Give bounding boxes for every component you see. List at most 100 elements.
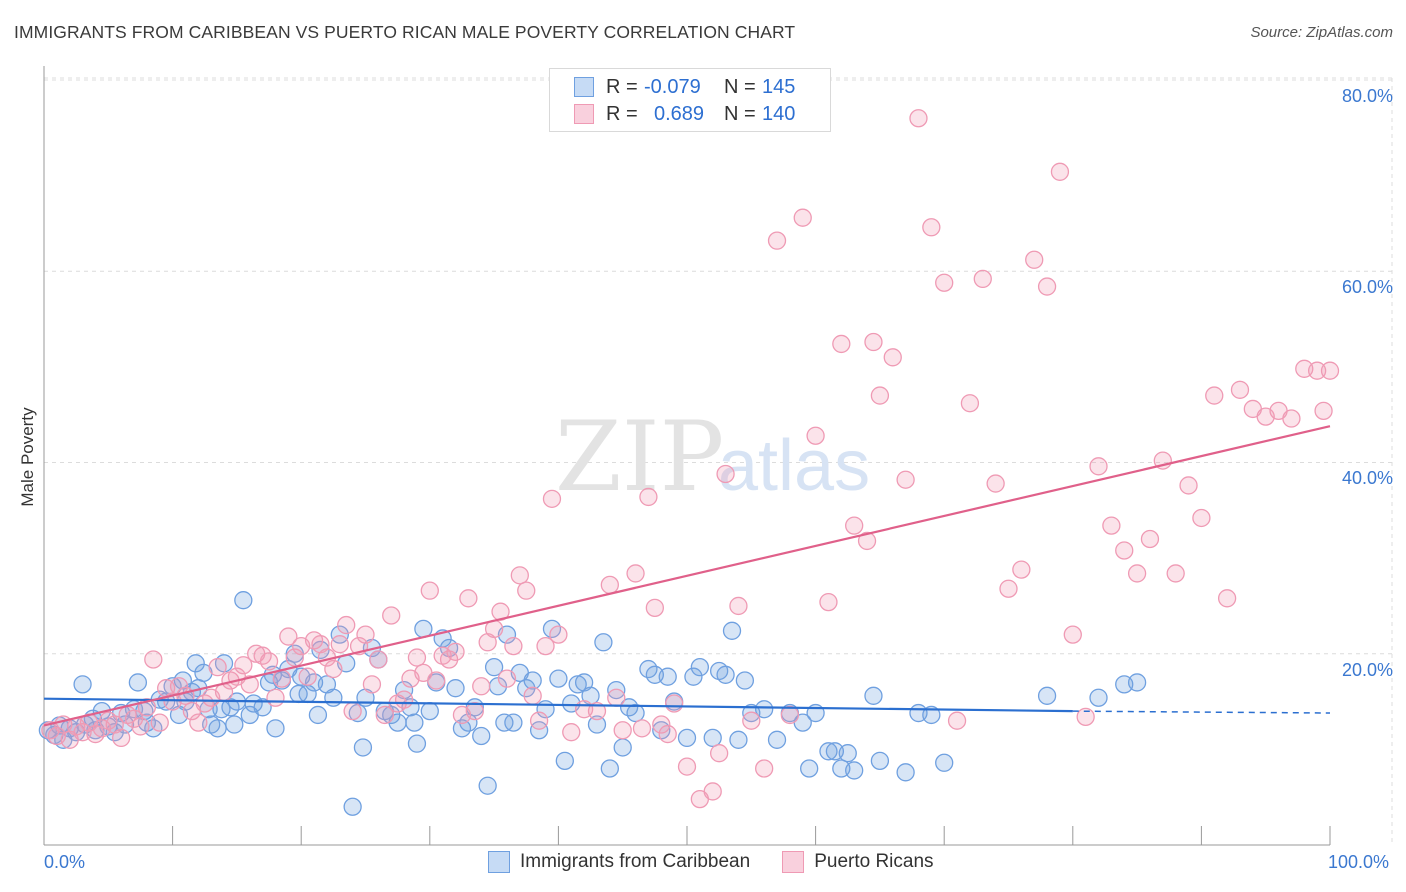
data-point-puerto-rican (189, 713, 208, 732)
data-point-caribbean (446, 679, 465, 698)
data-point-puerto-rican (446, 642, 465, 661)
data-point-caribbean (870, 751, 890, 770)
data-point-puerto-rican (523, 686, 542, 705)
data-point-puerto-rican (131, 717, 150, 736)
data-point-puerto-rican (1217, 589, 1237, 608)
data-point-caribbean (420, 701, 439, 721)
legend-swatch-pink (782, 851, 805, 873)
data-point-puerto-rican (1089, 457, 1108, 476)
data-point-caribbean (1037, 686, 1057, 705)
data-point-puerto-rican (176, 686, 195, 705)
data-point-caribbean (407, 734, 427, 753)
data-point-puerto-rican (407, 648, 427, 667)
data-point-puerto-rican (832, 334, 851, 354)
data-point-puerto-rican (600, 575, 619, 595)
data-point-puerto-rican (909, 109, 928, 128)
data-point-caribbean (767, 730, 787, 749)
data-point-puerto-rican (632, 719, 652, 738)
data-point-caribbean (266, 719, 285, 738)
legend-n-value: 140 (762, 102, 796, 125)
data-point-puerto-rican (240, 675, 259, 694)
legend-row-caribbean: R = -0.079 N = 145 (574, 74, 795, 100)
data-point-puerto-rican (259, 652, 279, 671)
data-point-puerto-rican (150, 713, 169, 732)
data-point-caribbean (324, 688, 343, 707)
data-point-puerto-rican (767, 231, 787, 250)
data-point-puerto-rican (517, 581, 536, 600)
data-point-puerto-rican (1205, 386, 1224, 405)
data-point-puerto-rican (626, 564, 645, 583)
data-point-puerto-rican (272, 669, 292, 688)
data-point-puerto-rican (427, 671, 446, 690)
data-point-puerto-rican (112, 728, 131, 748)
data-point-puerto-rican (536, 636, 555, 656)
data-point-puerto-rican (935, 273, 954, 292)
data-point-puerto-rican (947, 711, 967, 730)
data-point-puerto-rican (806, 426, 825, 445)
y-tick-label-40: 40.0% (1341, 468, 1393, 488)
data-point-puerto-rican (960, 394, 980, 413)
data-point-caribbean (658, 667, 677, 686)
legend-swatch-pink (574, 104, 594, 124)
data-point-caribbean (716, 665, 735, 684)
data-point-puerto-rican (973, 269, 992, 289)
data-point-puerto-rican (497, 669, 517, 688)
legend-row-puerto-rican: R = 0.689 N = 140 (574, 101, 795, 127)
data-point-puerto-rican (1320, 361, 1340, 380)
data-point-caribbean (896, 763, 915, 782)
data-point-caribbean (73, 675, 92, 694)
correlation-legend: R = -0.079 N = 145 R = 0.689 N = 140 (549, 68, 831, 132)
data-point-caribbean (684, 667, 703, 686)
data-point-caribbean (600, 759, 619, 778)
data-point-caribbean (555, 751, 574, 770)
data-point-caribbean (677, 728, 697, 748)
chart-title: IMMIGRANTS FROM CARIBBEAN VS PUERTO RICA… (14, 22, 796, 42)
data-point-caribbean (607, 680, 626, 700)
data-point-puerto-rican (279, 627, 298, 646)
data-point-puerto-rican (742, 711, 761, 730)
data-point-puerto-rican (208, 657, 227, 677)
data-point-caribbean (225, 715, 244, 734)
trend-line-caribbean-extension (1072, 710, 1331, 714)
y-tick-label-80: 80.0% (1341, 86, 1393, 106)
data-point-puerto-rican (755, 759, 774, 778)
legend-n-value: 145 (762, 75, 796, 98)
data-point-puerto-rican (343, 701, 362, 721)
data-point-puerto-rican (382, 606, 401, 625)
data-point-caribbean (864, 686, 883, 705)
data-point-puerto-rican (420, 581, 439, 600)
data-point-caribbean (729, 730, 748, 749)
data-point-puerto-rican (337, 615, 356, 635)
data-point-puerto-rican (677, 757, 697, 776)
legend-r-value: 0.689 (654, 102, 705, 125)
data-point-caribbean (244, 694, 263, 713)
data-point-puerto-rican (658, 724, 677, 744)
data-point-caribbean (330, 625, 349, 644)
data-point-puerto-rican (607, 688, 626, 707)
data-point-puerto-rican (330, 635, 349, 654)
data-point-puerto-rican (780, 705, 800, 725)
data-point-puerto-rican (510, 566, 529, 585)
data-point-puerto-rican (1230, 380, 1250, 399)
legend-swatch-blue (488, 851, 510, 873)
data-point-puerto-rican (1282, 409, 1301, 428)
data-point-caribbean (234, 591, 253, 610)
data-point-caribbean (1089, 688, 1108, 707)
data-point-puerto-rican (896, 470, 915, 489)
data-point-puerto-rican (562, 723, 581, 742)
data-point-puerto-rican (542, 489, 562, 508)
data-point-puerto-rican (356, 625, 375, 644)
data-point-caribbean (800, 759, 819, 778)
data-point-puerto-rican (793, 208, 812, 227)
data-point-caribbean (819, 742, 838, 761)
legend-label-puerto-ricans: Puerto Ricans (814, 851, 934, 872)
data-point-caribbean (568, 675, 587, 694)
data-point-puerto-rican (1192, 508, 1211, 528)
data-point-puerto-rican (864, 332, 883, 352)
data-point-caribbean (587, 715, 607, 734)
trend-line-caribbean (43, 697, 1073, 713)
data-point-puerto-rican (369, 650, 388, 669)
data-point-puerto-rican (1166, 564, 1185, 583)
data-point-puerto-rican (472, 677, 491, 696)
